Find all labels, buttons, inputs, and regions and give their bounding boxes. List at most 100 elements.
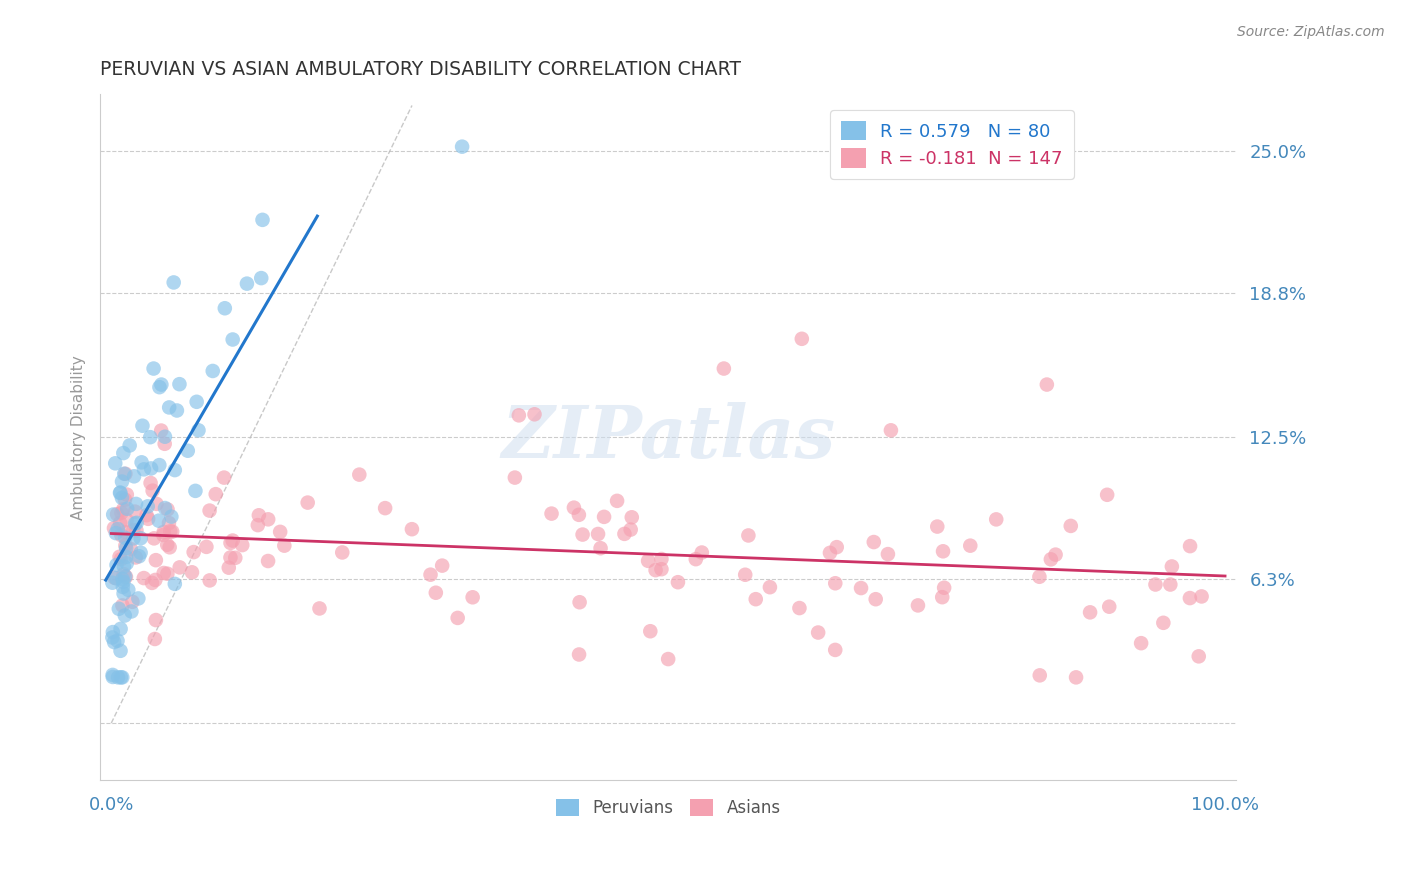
Point: [204, 487, 226, 501]
Point: [1064, 670, 1087, 684]
Y-axis label: Ambulatory Disability: Ambulatory Disability: [72, 355, 86, 519]
Point: [986, 512, 1008, 526]
Point: [163, 577, 186, 591]
Point: [568, 508, 591, 522]
Point: [257, 554, 280, 568]
Point: [122, 523, 145, 537]
Point: [181, 566, 204, 580]
Point: [110, 622, 132, 636]
Point: [931, 590, 953, 604]
Point: [152, 566, 174, 580]
Point: [112, 574, 135, 589]
Text: Source: ZipAtlas.com: Source: ZipAtlas.com: [1237, 25, 1385, 39]
Point: [430, 558, 453, 573]
Point: [818, 546, 841, 560]
Point: [250, 271, 273, 285]
Point: [508, 409, 530, 423]
Point: [824, 576, 846, 591]
Point: [132, 571, 155, 585]
Point: [145, 613, 167, 627]
Point: [117, 582, 139, 597]
Point: [114, 569, 136, 583]
Point: [111, 572, 134, 586]
Point: [586, 527, 609, 541]
Point: [118, 438, 141, 452]
Point: [169, 560, 191, 574]
Point: [349, 467, 371, 482]
Point: [644, 563, 666, 577]
Text: ZIPatlas: ZIPatlas: [501, 401, 835, 473]
Point: [124, 505, 146, 519]
Point: [297, 495, 319, 509]
Point: [152, 528, 174, 542]
Point: [1039, 552, 1062, 566]
Point: [115, 570, 138, 584]
Point: [330, 545, 353, 559]
Point: [1029, 668, 1052, 682]
Point: [690, 545, 713, 559]
Point: [135, 508, 157, 523]
Point: [734, 567, 756, 582]
Point: [461, 591, 484, 605]
Point: [107, 522, 129, 536]
Point: [112, 559, 135, 574]
Point: [1160, 559, 1182, 574]
Point: [1130, 636, 1153, 650]
Point: [637, 554, 659, 568]
Point: [105, 507, 128, 521]
Point: [112, 567, 135, 582]
Point: [1098, 599, 1121, 614]
Point: [122, 469, 145, 483]
Point: [132, 462, 155, 476]
Point: [745, 592, 768, 607]
Point: [157, 516, 180, 530]
Point: [145, 497, 167, 511]
Point: [880, 423, 903, 437]
Point: [789, 601, 811, 615]
Point: [1144, 577, 1167, 591]
Point: [143, 573, 166, 587]
Point: [187, 423, 209, 437]
Point: [112, 446, 135, 460]
Point: [212, 470, 235, 484]
Point: [236, 277, 259, 291]
Point: [111, 599, 134, 613]
Point: [103, 521, 125, 535]
Point: [114, 531, 136, 545]
Point: [115, 487, 138, 501]
Point: [129, 546, 152, 560]
Point: [824, 643, 846, 657]
Point: [1178, 591, 1201, 605]
Point: [1045, 548, 1067, 562]
Point: [148, 380, 170, 394]
Point: [425, 586, 447, 600]
Point: [195, 540, 218, 554]
Point: [110, 644, 132, 658]
Point: [101, 631, 124, 645]
Point: [163, 463, 186, 477]
Point: [122, 532, 145, 546]
Point: [419, 567, 441, 582]
Point: [685, 552, 707, 566]
Point: [169, 377, 191, 392]
Point: [142, 483, 165, 498]
Point: [160, 509, 183, 524]
Point: [160, 524, 183, 539]
Point: [103, 635, 125, 649]
Point: [129, 531, 152, 545]
Legend: Peruvians, Asians: Peruvians, Asians: [548, 792, 787, 823]
Point: [136, 512, 159, 526]
Point: [157, 401, 180, 415]
Point: [401, 522, 423, 536]
Point: [156, 566, 179, 581]
Point: [108, 601, 131, 615]
Point: [104, 456, 127, 470]
Point: [374, 501, 396, 516]
Point: [218, 560, 240, 574]
Point: [1178, 539, 1201, 553]
Point: [934, 581, 956, 595]
Point: [101, 575, 124, 590]
Point: [540, 507, 562, 521]
Point: [503, 470, 526, 484]
Point: [1152, 615, 1174, 630]
